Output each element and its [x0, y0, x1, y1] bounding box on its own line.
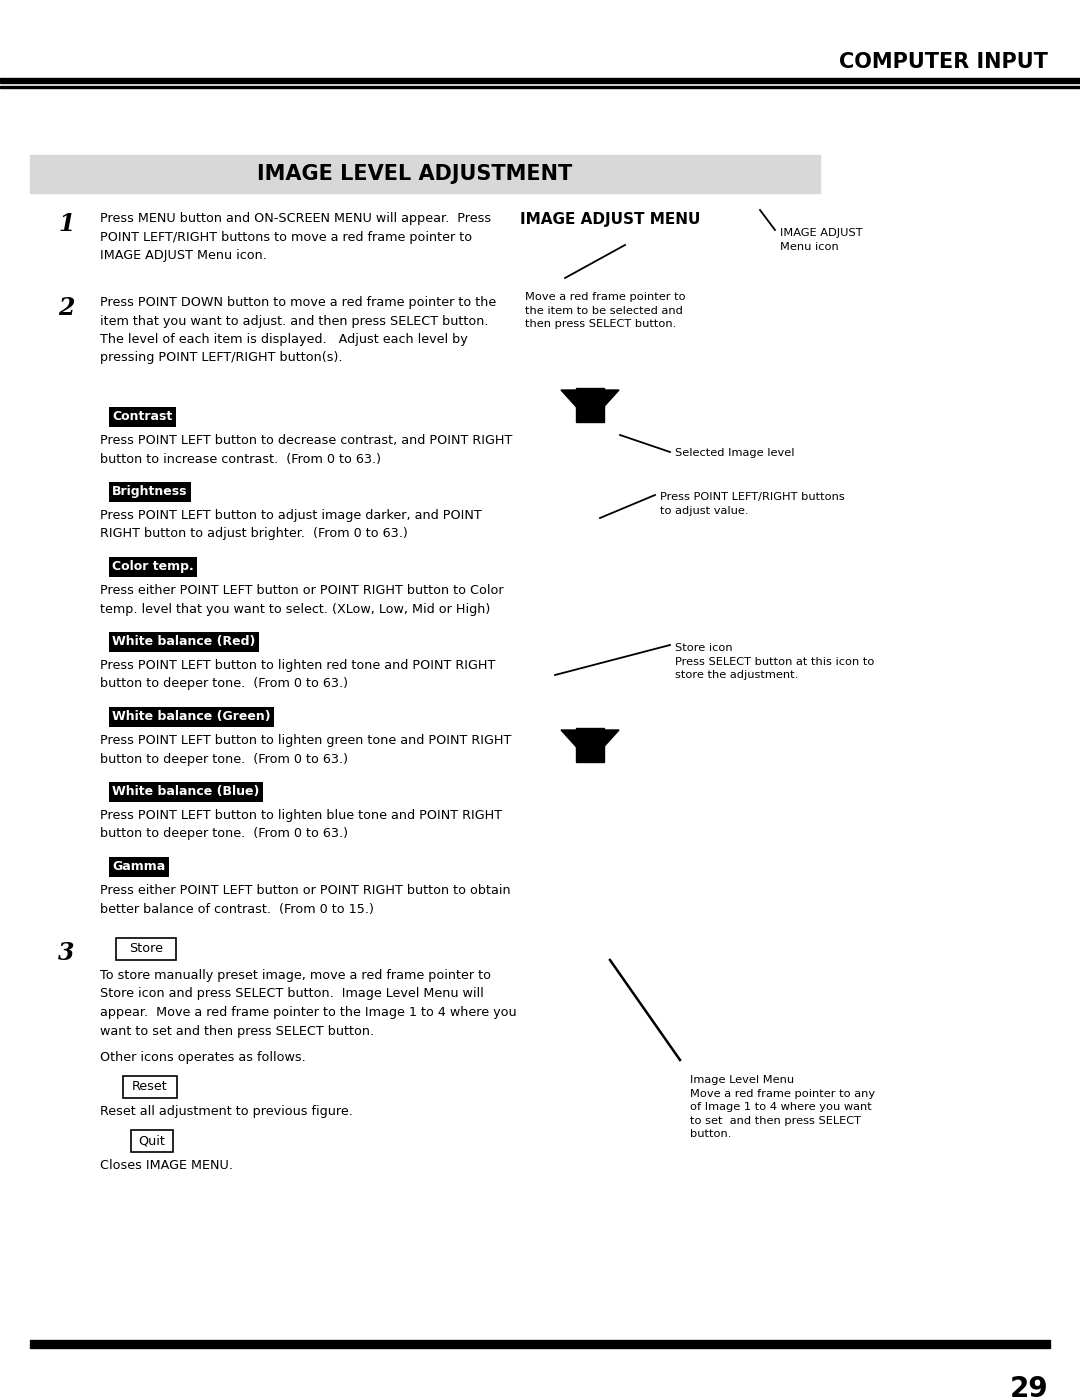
Text: Press POINT LEFT/RIGHT buttons
to adjust value.: Press POINT LEFT/RIGHT buttons to adjust…: [660, 492, 845, 515]
Text: 3: 3: [58, 942, 75, 965]
Bar: [30, 1343, 1050, 1348]
FancyBboxPatch shape: [131, 1130, 173, 1153]
Bar: [576, 388, 604, 422]
Text: Press POINT LEFT button to lighten blue tone and POINT RIGHT
button to deeper to: Press POINT LEFT button to lighten blue …: [100, 809, 502, 841]
Bar: [30, 1340, 1050, 1343]
Bar: [0, 87, 1080, 88]
Text: Press POINT DOWN button to move a red frame pointer to the
item that you want to: Press POINT DOWN button to move a red fr…: [100, 296, 496, 365]
Text: 2: 2: [58, 296, 75, 320]
Text: IMAGE LEVEL ADJUSTMENT: IMAGE LEVEL ADJUSTMENT: [257, 163, 572, 184]
Text: Other icons operates as follows.: Other icons operates as follows.: [100, 1051, 306, 1065]
Text: Reset: Reset: [132, 1080, 167, 1094]
Text: 29: 29: [1010, 1375, 1048, 1397]
Text: Press POINT LEFT button to lighten red tone and POINT RIGHT
button to deeper ton: Press POINT LEFT button to lighten red t…: [100, 659, 496, 690]
Text: Press either POINT LEFT button or POINT RIGHT button to obtain
better balance of: Press either POINT LEFT button or POINT …: [100, 884, 511, 915]
Text: Color temp.: Color temp.: [112, 560, 193, 573]
Polygon shape: [561, 390, 619, 422]
Text: Gamma: Gamma: [112, 861, 165, 873]
Text: Store icon
Press SELECT button at this icon to
store the adjustment.: Store icon Press SELECT button at this i…: [675, 643, 875, 680]
Bar: [30, 155, 820, 193]
Text: Image Level Menu
Move a red frame pointer to any
of Image 1 to 4 where you want
: Image Level Menu Move a red frame pointe…: [690, 1076, 875, 1140]
Text: Quit: Quit: [138, 1134, 165, 1147]
Bar: [0, 78, 1080, 82]
Bar: [576, 728, 604, 761]
Text: Contrast: Contrast: [112, 409, 172, 423]
Text: Store: Store: [129, 943, 163, 956]
Text: 1: 1: [58, 212, 75, 236]
Text: Press MENU button and ON-SCREEN MENU will appear.  Press
POINT LEFT/RIGHT button: Press MENU button and ON-SCREEN MENU wil…: [100, 212, 491, 263]
Text: White balance (Blue): White balance (Blue): [112, 785, 259, 798]
Text: Press POINT LEFT button to decrease contrast, and POINT RIGHT
button to increase: Press POINT LEFT button to decrease cont…: [100, 434, 512, 465]
FancyBboxPatch shape: [123, 1076, 177, 1098]
Text: White balance (Green): White balance (Green): [112, 710, 271, 724]
Text: Press POINT LEFT button to lighten green tone and POINT RIGHT
button to deeper t: Press POINT LEFT button to lighten green…: [100, 733, 511, 766]
Text: Press POINT LEFT button to adjust image darker, and POINT
RIGHT button to adjust: Press POINT LEFT button to adjust image …: [100, 509, 482, 541]
Text: White balance (Red): White balance (Red): [112, 636, 255, 648]
Polygon shape: [561, 731, 619, 761]
Text: IMAGE ADJUST MENU: IMAGE ADJUST MENU: [519, 212, 700, 226]
Text: Closes IMAGE MENU.: Closes IMAGE MENU.: [100, 1160, 233, 1172]
Text: To store manually preset image, move a red frame pointer to
Store icon and press: To store manually preset image, move a r…: [100, 970, 516, 1038]
Text: Reset all adjustment to previous figure.: Reset all adjustment to previous figure.: [100, 1105, 353, 1118]
Text: IMAGE ADJUST
Menu icon: IMAGE ADJUST Menu icon: [780, 228, 863, 251]
Text: Brightness: Brightness: [112, 485, 188, 497]
Text: Selected Image level: Selected Image level: [675, 448, 795, 458]
Text: Move a red frame pointer to
the item to be selected and
then press SELECT button: Move a red frame pointer to the item to …: [525, 292, 686, 330]
FancyBboxPatch shape: [116, 937, 176, 960]
Text: COMPUTER INPUT: COMPUTER INPUT: [839, 52, 1048, 73]
Text: Press either POINT LEFT button or POINT RIGHT button to Color
temp. level that y: Press either POINT LEFT button or POINT …: [100, 584, 503, 616]
